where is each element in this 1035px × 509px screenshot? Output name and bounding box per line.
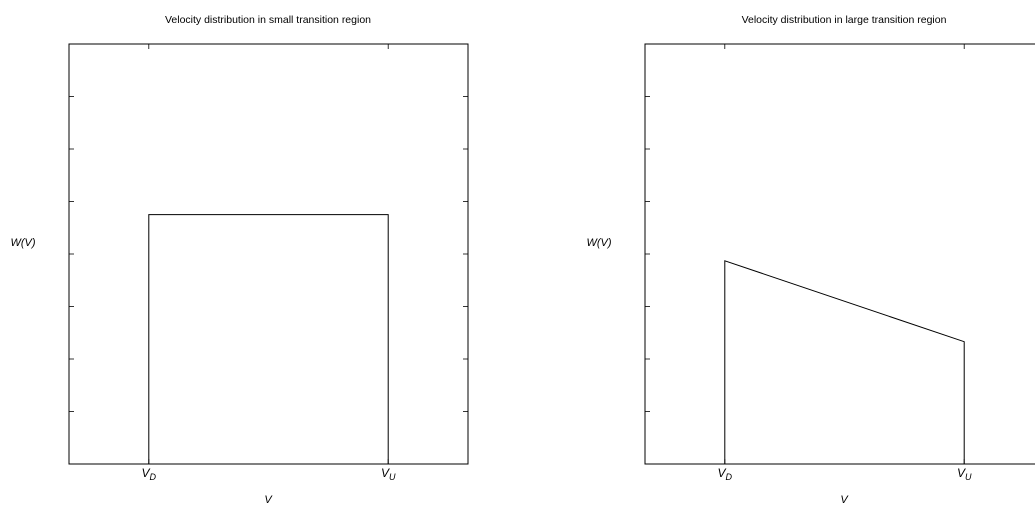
y-axis-label: W(V) [586, 237, 611, 249]
plot-frame [644, 43, 1035, 465]
x-axis-label: V [840, 494, 849, 506]
x-tick-label: VD [718, 466, 733, 482]
chart-large-transition: Velocity distribution in large transitio… [586, 14, 1035, 506]
distribution-curve [69, 214, 468, 465]
chart-title: Velocity distribution in large transitio… [742, 14, 947, 26]
x-tick-label: VD [142, 466, 157, 482]
chart-title: Velocity distribution in small transitio… [165, 14, 371, 26]
x-tick-labels: VD VU [142, 466, 396, 482]
plot-frame [68, 43, 469, 465]
axis-ticks [69, 44, 468, 464]
x-axis-label: V [264, 494, 273, 506]
chart-small-transition: Velocity distribution in small transitio… [10, 14, 469, 506]
distribution-curve [645, 260, 1035, 465]
axis-ticks [645, 44, 965, 464]
x-tick-labels: VD VU [718, 466, 972, 482]
y-axis-label: W(V) [10, 237, 35, 249]
x-tick-label: VU [957, 466, 972, 482]
x-tick-label: VU [381, 466, 396, 482]
